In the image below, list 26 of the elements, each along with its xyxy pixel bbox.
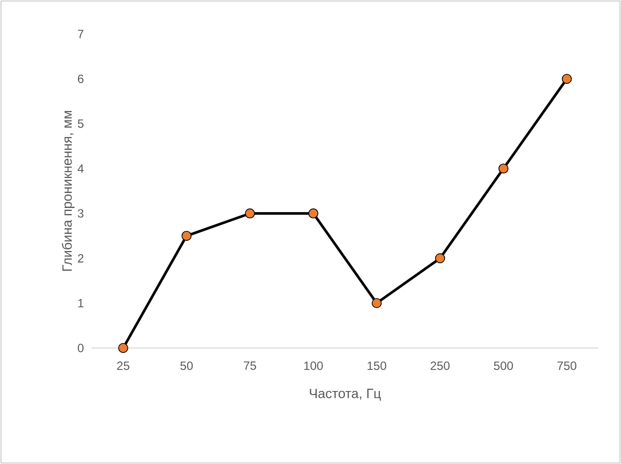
point bbox=[118, 342, 128, 353]
x-tick-label: 100 bbox=[304, 362, 323, 370]
point bbox=[308, 208, 318, 218]
y-tick-label: 4 bbox=[78, 164, 84, 173]
x-axis-title: Частота, Гц bbox=[310, 388, 381, 401]
y-tick-label: 1 bbox=[78, 299, 84, 308]
point bbox=[562, 74, 572, 84]
x-tick-label: 75 bbox=[244, 362, 256, 370]
point bbox=[182, 230, 192, 241]
y-tick-label: 5 bbox=[78, 120, 84, 128]
x-tick-label: 500 bbox=[494, 362, 513, 370]
x-tick-label: 150 bbox=[368, 362, 386, 370]
point bbox=[244, 208, 255, 218]
x-tick-label: 250 bbox=[430, 362, 450, 370]
y-tick-label: 0 bbox=[78, 344, 84, 352]
y-tick-label: 7 bbox=[78, 30, 84, 38]
point bbox=[435, 253, 446, 264]
y-tick-label: 3 bbox=[78, 209, 84, 218]
x-tick-label: 750 bbox=[557, 362, 576, 370]
y-tick-label: 2 bbox=[78, 254, 84, 262]
point bbox=[372, 298, 382, 308]
x-tick-label: 25 bbox=[117, 362, 130, 370]
y-tick-label: 6 bbox=[78, 74, 84, 84]
y-axis-title: Глибина проникнення, мм bbox=[62, 110, 75, 271]
x-tick-label: 50 bbox=[180, 362, 193, 370]
point bbox=[498, 164, 508, 174]
